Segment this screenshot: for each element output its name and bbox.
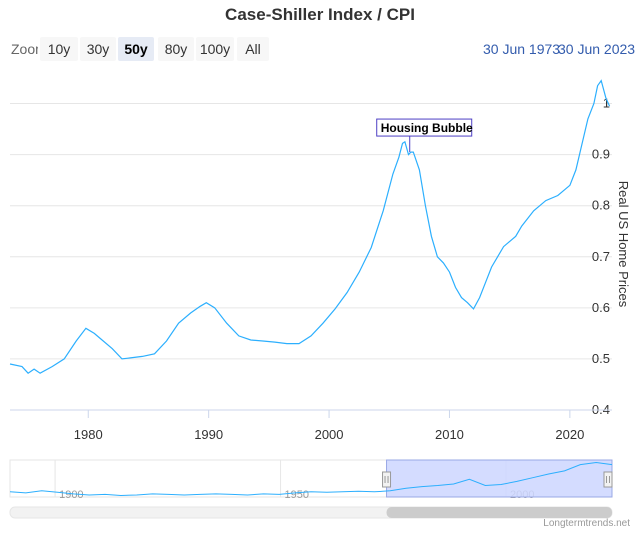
y-axis-ticks: 0.40.50.60.70.80.91: [592, 96, 610, 417]
date-range-from[interactable]: 30 Jun 1973: [483, 41, 561, 57]
zoom-button-All[interactable]: All: [237, 37, 269, 61]
zoom-button-80y[interactable]: 80y: [158, 37, 194, 61]
annotation-box: [376, 118, 473, 137]
zoom-button-10y[interactable]: 10y: [40, 37, 78, 61]
navigator-series-line: [9, 461, 613, 497]
annotation-housing-bubble: Housing Bubble: [376, 118, 473, 153]
navigator-handle-left[interactable]: [382, 471, 392, 488]
y-tick-label: 0.8: [592, 198, 610, 213]
navigator-tick-label: 1950: [285, 489, 309, 501]
x-tick-label: 1980: [74, 427, 103, 442]
navigator-tick-label: 1900: [59, 489, 83, 501]
chart-title: Case-Shiller Index / CPI: [225, 5, 415, 24]
zoom-button-50y[interactable]: 50y: [118, 37, 154, 61]
grid-lines: [10, 103, 612, 411]
y-tick-label: 0.9: [592, 147, 610, 162]
y-axis-title: Real US Home Prices: [616, 181, 631, 308]
x-tick-label: 2020: [555, 427, 584, 442]
y-tick-label: 0.5: [592, 351, 610, 366]
annotation-label: Housing Bubble: [381, 121, 473, 135]
x-tick-label: 2000: [315, 427, 344, 442]
navigator-handle-grip[interactable]: [382, 471, 392, 488]
zoom-button-100y[interactable]: 100y: [196, 37, 234, 61]
scrollbar-thumb[interactable]: [386, 507, 612, 518]
date-range-to[interactable]: 30 Jun 2023: [558, 41, 636, 57]
navigator-handle-right[interactable]: [603, 471, 613, 488]
credit-link[interactable]: Longtermtrends.net: [543, 518, 630, 529]
zoom-button-30y[interactable]: 30y: [80, 37, 116, 61]
series-line[interactable]: [9, 79, 611, 374]
y-tick-label: 0.7: [592, 249, 610, 264]
y-tick-label: 1: [603, 96, 610, 111]
x-axis-ticks: 1980 1990 2000 2010 2020: [74, 410, 584, 442]
x-tick-label: 2010: [435, 427, 464, 442]
navigator-handle-grip[interactable]: [603, 471, 613, 488]
navigator[interactable]: 190019502000: [9, 459, 613, 501]
y-tick-label: 0.6: [592, 300, 610, 315]
navigator-selection[interactable]: [386, 459, 613, 498]
x-tick-label: 1990: [194, 427, 223, 442]
zoom-label: Zoom: [11, 41, 38, 57]
